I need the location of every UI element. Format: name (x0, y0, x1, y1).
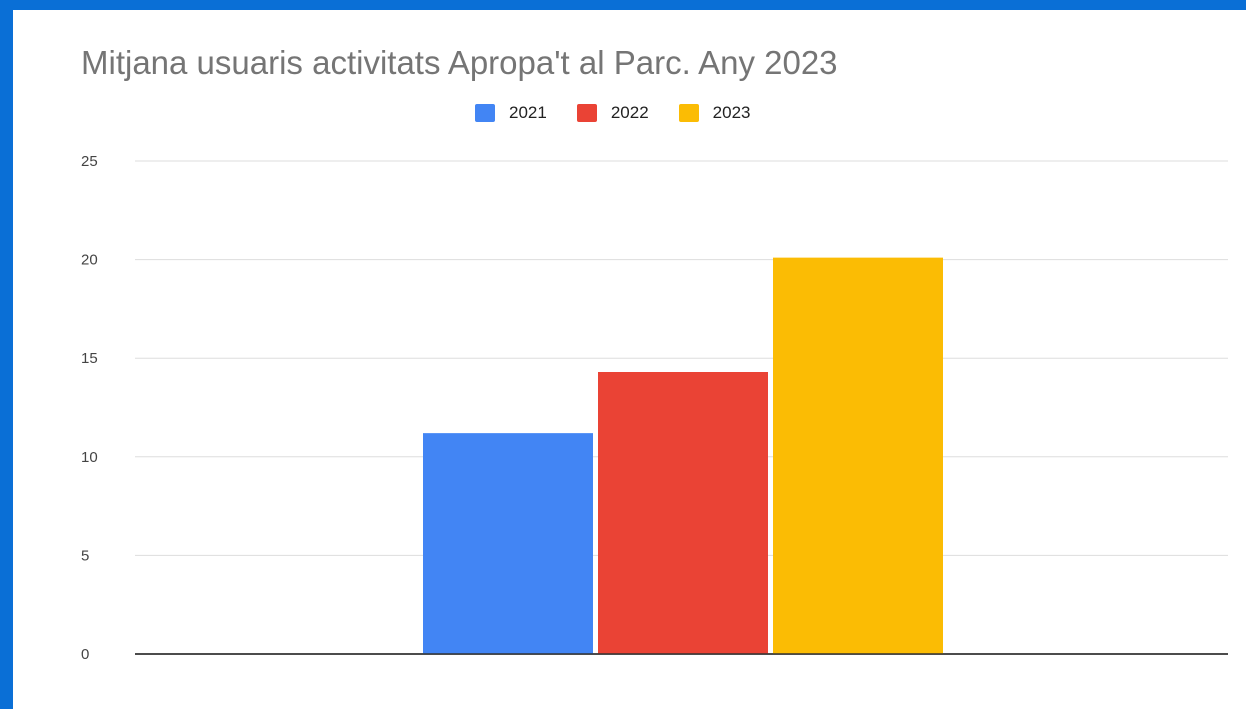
y-tick-label: 0 (81, 646, 89, 663)
plot-area: 0 5 10 15 20 25 (81, 153, 1228, 663)
chart-legend: 2021 2022 2023 (475, 103, 780, 123)
legend-item-2022: 2022 (576, 103, 649, 123)
bar-2021 (423, 433, 593, 654)
y-tick-label: 25 (81, 153, 98, 170)
bar-2022 (598, 372, 768, 654)
y-tick-label: 15 (81, 350, 98, 367)
y-tick-label: 5 (81, 547, 89, 564)
legend-label: 2023 (712, 103, 751, 122)
legend-swatch (678, 104, 699, 122)
chart-title: Mitjana usuaris activitats Apropa't al P… (81, 44, 838, 81)
y-tick-label: 20 (81, 252, 98, 269)
legend-item-2021: 2021 (475, 103, 547, 123)
legend-label: 2021 (509, 103, 547, 122)
legend-swatch (576, 104, 597, 122)
chart-frame: Mitjana usuaris activitats Apropa't al P… (13, 10, 1246, 709)
legend-label: 2022 (610, 103, 649, 122)
bar-2023 (773, 257, 943, 654)
legend-item-2023: 2023 (678, 103, 751, 123)
y-tick-label: 10 (81, 449, 98, 466)
legend-swatch (475, 104, 495, 122)
